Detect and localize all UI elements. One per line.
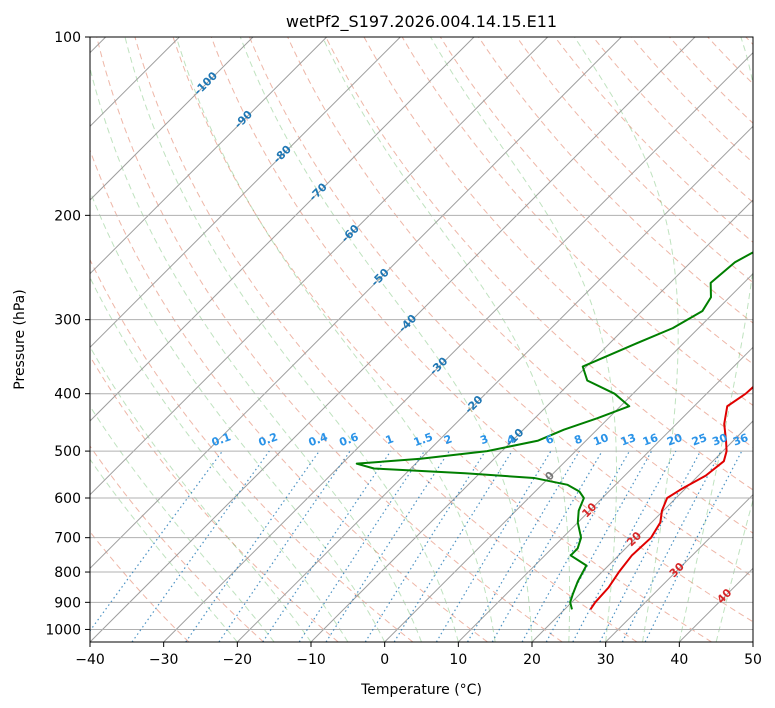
y-tick-label: 100 <box>54 30 81 46</box>
y-tick-label: 800 <box>54 565 81 581</box>
dewpoint-profile-line <box>355 251 753 610</box>
mixing-ratio-label: 13 <box>619 431 638 448</box>
y-tick-label: 600 <box>54 491 81 507</box>
isotherm-line <box>90 37 401 349</box>
x-tick-label: 10 <box>449 652 467 668</box>
isotherm-line <box>90 37 475 422</box>
moist-adiabat-line <box>90 189 386 642</box>
mixing-ratio-label: 0.6 <box>338 430 361 449</box>
mixing-ratio-label: 8 <box>572 432 584 447</box>
mixing-ratio-line <box>599 450 702 642</box>
y-tick-label: 200 <box>54 208 81 224</box>
mixing-ratio-label: 4 <box>505 432 517 447</box>
isotherm-line <box>90 37 254 201</box>
dry-adiabat-line <box>134 37 638 642</box>
moist-adiabat-line <box>715 498 753 642</box>
plot-frame <box>89 36 754 643</box>
dry-adiabat-line <box>516 37 753 284</box>
mixing-ratio-label: 1.5 <box>412 430 435 449</box>
chart-title: wetPf2_S197.2026.004.14.15.E11 <box>286 12 557 32</box>
isotherm-line <box>90 37 328 275</box>
isotherm-line <box>90 37 549 496</box>
isotherm-line <box>163 51 753 642</box>
data-series <box>355 251 753 610</box>
mixing-ratio-line <box>262 450 392 642</box>
x-tick-label: 0 <box>380 652 389 668</box>
mixing-ratio-label: 30 <box>710 431 729 449</box>
mixing-ratio-label: 2 <box>442 432 454 447</box>
moist-adiabat-line <box>124 37 459 642</box>
temperature-profile-line <box>589 385 753 610</box>
mixing-ratio-line <box>218 450 351 642</box>
isotherm-line <box>90 37 622 570</box>
y-tick-label: 300 <box>54 313 81 329</box>
mixing-ratio-label: 0.2 <box>257 430 280 449</box>
mixing-ratio-line <box>185 450 320 642</box>
mixing-ratio-line <box>131 450 270 642</box>
dry-adiabat-line <box>248 37 753 578</box>
moist-adiabat-line <box>321 37 571 642</box>
x-axis-title: Temperature (°C) <box>360 682 482 698</box>
mixing-ratio-label: 10 <box>592 431 611 449</box>
mixing-ratio-label: 3 <box>478 432 490 447</box>
isotherm-line <box>236 125 753 642</box>
y-tick-label: 400 <box>54 387 81 403</box>
moist-adiabat-line <box>430 37 618 642</box>
y-tick-label: 900 <box>54 595 81 611</box>
background-lines <box>90 37 753 642</box>
moist-adiabat-line <box>678 37 753 642</box>
x-tick-label: −30 <box>149 652 179 668</box>
dry-adiabat-line <box>90 258 414 642</box>
x-tick-label: 20 <box>523 652 541 668</box>
x-tick-label: 30 <box>597 652 615 668</box>
isotherm-line <box>457 346 753 642</box>
dry-adiabat-line <box>96 37 563 642</box>
mixing-ratio-label: 1 <box>384 432 396 447</box>
isotherm-line <box>384 272 753 642</box>
mixing-ratio-line <box>466 450 580 642</box>
moist-adiabat-line <box>239 37 533 642</box>
moist-adiabat-line <box>90 66 422 642</box>
moist-adiabat-line <box>90 276 349 642</box>
isotherm-line <box>90 37 696 642</box>
moist-adiabat-line <box>574 37 679 642</box>
x-tick-label: −40 <box>75 652 105 668</box>
y-tick-label: 1000 <box>45 622 81 638</box>
mixing-ratio-line <box>325 450 450 642</box>
dry-adiabat-line <box>325 37 753 491</box>
dry-adiabat-line <box>172 37 712 642</box>
mixing-ratio-line <box>298 450 425 642</box>
moist-adiabat-line <box>175 37 496 642</box>
axes: −40 −30 −20 −10 0 10 20 30 40 5010020030040050060… <box>45 30 762 668</box>
isotherm-line <box>531 420 753 642</box>
mixing-ratio-line <box>572 450 677 642</box>
mixing-ratio-label: 16 <box>641 431 660 449</box>
y-axis-title: Pressure (hPa) <box>12 289 28 389</box>
mixing-ratio-line <box>364 450 486 642</box>
x-tick-label: 50 <box>744 652 762 668</box>
dry-adiabat-line <box>210 37 753 623</box>
mixing-ratio-label: 6 <box>544 432 556 447</box>
x-tick-label: −20 <box>223 652 253 668</box>
mixing-ratio-label: 0.1 <box>210 430 233 449</box>
isotherm-line <box>310 199 753 642</box>
mixing-ratio-label: 20 <box>665 431 684 449</box>
mixing-ratio-label: 36 <box>731 431 750 449</box>
moist-adiabat-line <box>90 405 275 642</box>
isotherm-line <box>605 493 753 642</box>
mixing-ratio-label: 25 <box>690 431 709 448</box>
mixing-ratio-line <box>393 450 513 642</box>
moist-adiabat-line <box>90 458 238 642</box>
x-tick-label: 40 <box>670 652 688 668</box>
x-tick-label: −10 <box>296 652 326 668</box>
y-tick-label: 700 <box>54 531 81 547</box>
mixing-ratio-line <box>435 450 552 642</box>
dry-adiabat-line <box>90 445 264 642</box>
y-tick-label: 500 <box>54 444 81 460</box>
mixing-ratio-label: 0.4 <box>307 430 330 449</box>
